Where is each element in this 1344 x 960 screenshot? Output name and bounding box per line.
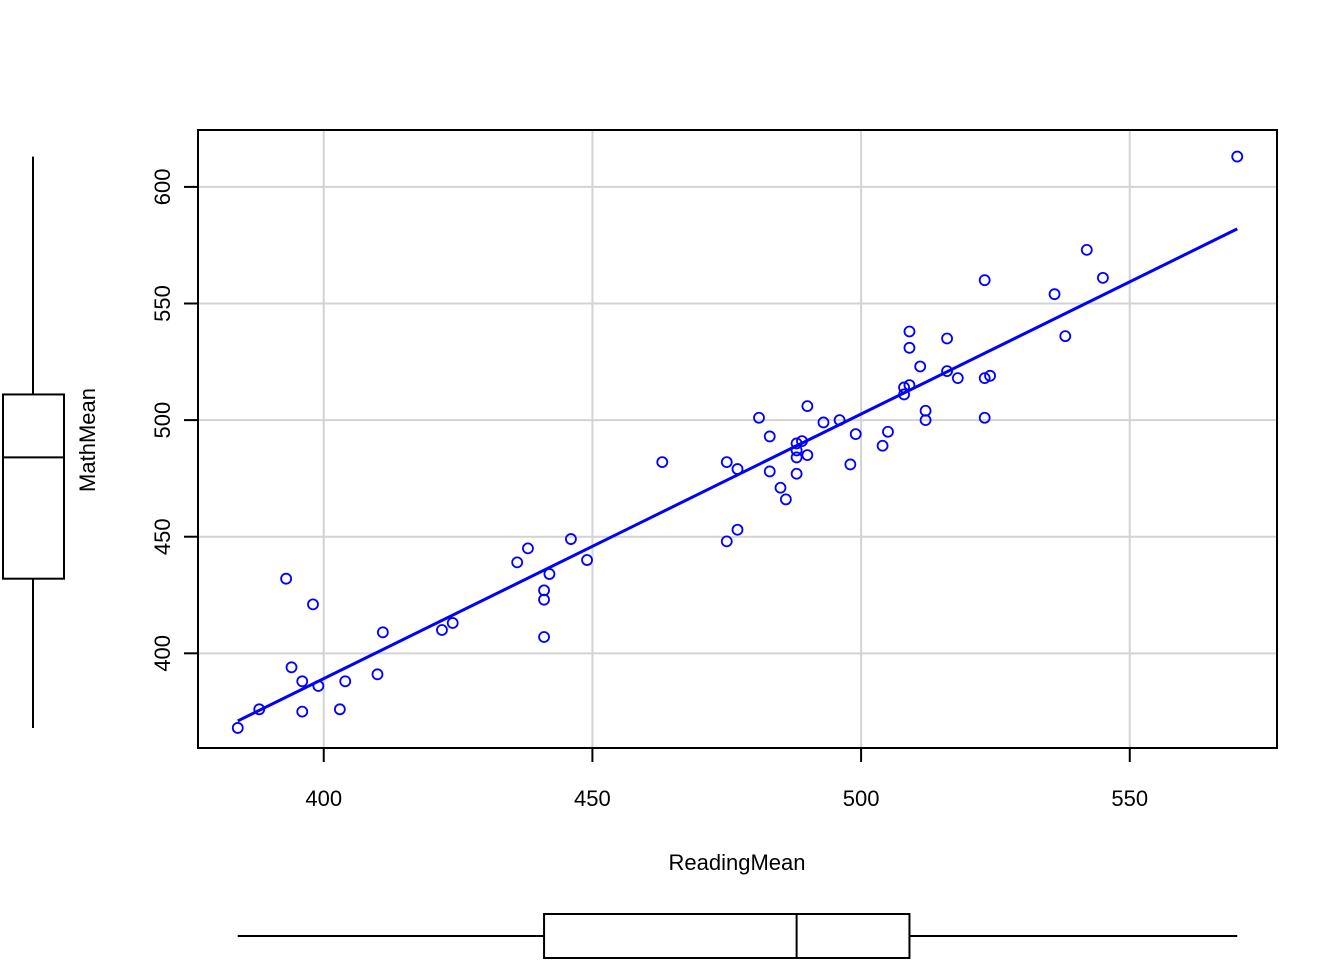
data-point-1 <box>253 703 266 716</box>
data-point-47 <box>903 325 916 338</box>
data-point-48 <box>903 341 916 354</box>
y-tick-label-450: 450 <box>150 518 175 555</box>
y-axis-label: MathMean <box>75 388 100 492</box>
x-box <box>543 913 911 959</box>
x-axis-label: ReadingMean <box>669 850 806 875</box>
data-point-10 <box>371 668 384 681</box>
data-point-12 <box>436 624 448 636</box>
y-axis-ticks: 400 450 500 550 600 <box>150 169 198 672</box>
data-point-60 <box>1048 288 1061 301</box>
plot-frame <box>197 129 1278 749</box>
y-boxplot <box>2 156 65 728</box>
y-tick-label-400: 400 <box>150 635 175 672</box>
data-point-33 <box>790 444 803 457</box>
data-point-7 <box>312 680 325 692</box>
data-point-61 <box>1059 330 1072 343</box>
y-box <box>2 393 65 580</box>
x-tick-label-550: 550 <box>1111 786 1148 811</box>
data-point-46 <box>898 388 910 401</box>
data-point-54 <box>941 365 953 378</box>
data-point-64 <box>1231 150 1244 163</box>
data-point-27 <box>753 411 765 424</box>
data-point-4 <box>296 675 309 688</box>
data-point-56 <box>978 274 991 287</box>
data-point-20 <box>565 533 577 545</box>
data-point-29 <box>763 465 776 478</box>
data-point-23 <box>720 456 733 468</box>
data-points <box>231 150 1244 734</box>
data-point-31 <box>779 493 792 506</box>
data-point-36 <box>796 435 808 447</box>
data-point-44 <box>882 425 894 438</box>
x-tick-label-400: 400 <box>305 786 342 811</box>
data-point-63 <box>1096 271 1109 284</box>
data-point-58 <box>978 411 991 424</box>
data-point-49 <box>903 379 916 392</box>
data-point-15 <box>522 542 534 555</box>
data-point-8 <box>333 703 346 716</box>
data-point-26 <box>731 523 744 536</box>
data-point-14 <box>511 556 524 569</box>
y-tick-label-600: 600 <box>150 169 175 206</box>
data-point-18 <box>538 631 550 643</box>
data-point-59 <box>984 369 996 382</box>
data-point-50 <box>914 360 927 373</box>
data-point-11 <box>376 626 389 639</box>
data-point-32 <box>790 437 803 450</box>
data-point-24 <box>720 535 733 548</box>
data-point-28 <box>763 430 776 443</box>
data-point-52 <box>919 414 932 427</box>
x-tick-label-450: 450 <box>574 786 611 811</box>
data-point-35 <box>790 467 803 480</box>
data-point-19 <box>543 568 556 580</box>
data-point-5 <box>296 705 309 718</box>
grid-lines <box>198 130 1277 748</box>
data-point-17 <box>538 593 550 606</box>
data-point-37 <box>801 400 814 413</box>
data-point-9 <box>339 675 352 688</box>
y-tick-label-550: 550 <box>150 285 175 322</box>
x-tick-label-500: 500 <box>843 786 880 811</box>
data-point-38 <box>801 449 814 461</box>
data-point-62 <box>1080 243 1093 256</box>
data-point-53 <box>941 332 953 345</box>
x-boxplot <box>237 913 1238 959</box>
data-point-21 <box>581 554 593 566</box>
data-point-42 <box>849 428 862 441</box>
data-point-0 <box>231 722 244 734</box>
x-axis-ticks: 400 450 500 550 <box>305 748 1148 811</box>
data-point-45 <box>898 381 910 394</box>
data-point-55 <box>951 372 964 385</box>
data-point-25 <box>731 463 744 475</box>
data-point-3 <box>285 661 298 674</box>
data-point-39 <box>817 416 830 429</box>
data-point-34 <box>790 451 803 464</box>
data-point-30 <box>774 481 787 494</box>
data-point-6 <box>307 598 319 611</box>
data-point-57 <box>978 372 991 385</box>
data-point-40 <box>833 414 846 427</box>
data-point-43 <box>876 439 889 452</box>
data-point-13 <box>446 617 459 629</box>
data-point-2 <box>280 572 293 585</box>
data-point-41 <box>844 458 857 471</box>
data-point-22 <box>656 456 669 468</box>
y-tick-label-500: 500 <box>150 402 175 439</box>
